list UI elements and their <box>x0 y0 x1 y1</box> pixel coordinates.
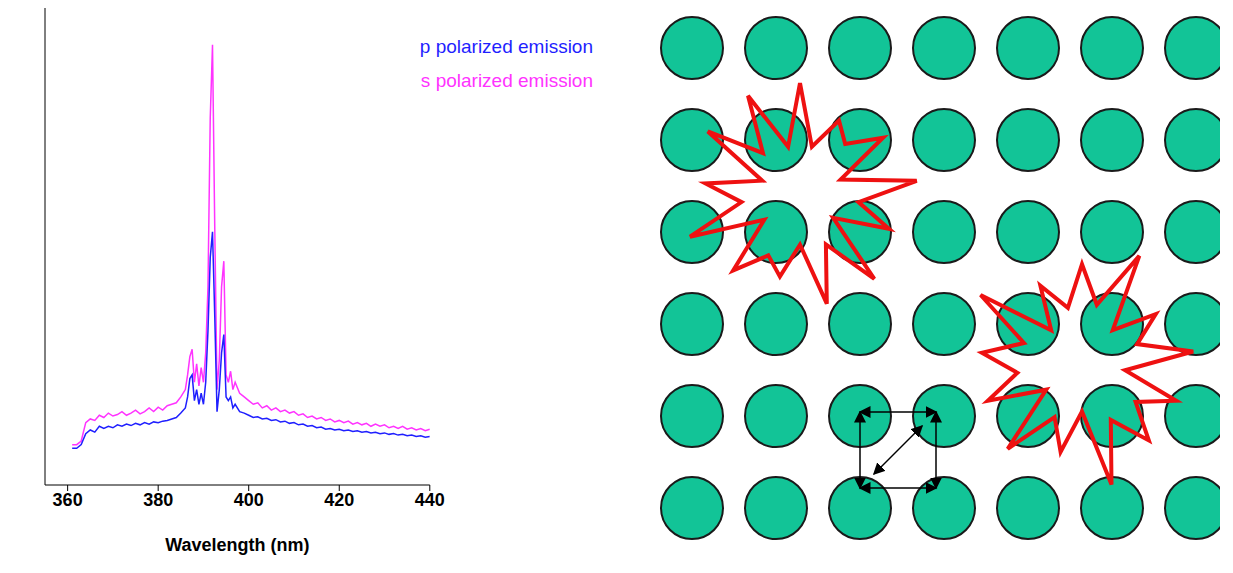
svg-text:420: 420 <box>324 490 354 510</box>
html-text:p polarized emission: p polarized emission <box>419 36 593 57</box>
svg-text:360: 360 <box>53 490 83 510</box>
svg-text:Wavelength (nm): Wavelength (nm) <box>165 535 309 555</box>
svg-text:400: 400 <box>234 490 264 510</box>
html-text:s polarized emission: s polarized emission <box>420 70 593 91</box>
svg-text:440: 440 <box>415 490 445 510</box>
svg-text:380: 380 <box>143 490 173 510</box>
